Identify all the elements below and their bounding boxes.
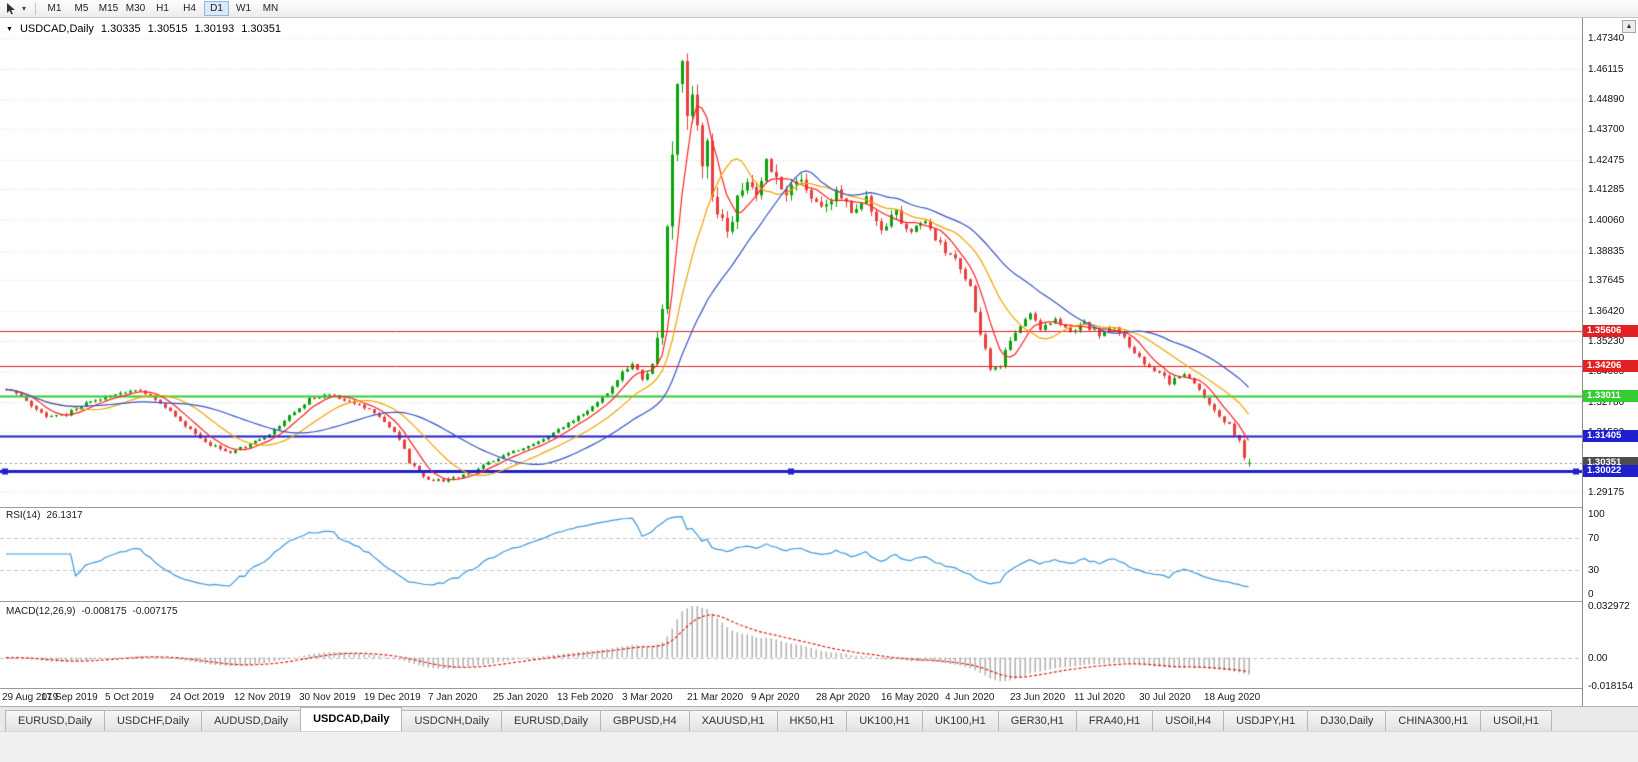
timeframe-button-w1[interactable]: W1 <box>231 1 256 16</box>
chart-tab-usdjpy-h1[interactable]: USDJPY,H1 <box>1223 710 1309 731</box>
scale-tick: 1.44890 <box>1588 94 1625 105</box>
chart-tab-gbpusd-h4[interactable]: GBPUSD,H4 <box>600 710 690 731</box>
scale-tick: 1.35230 <box>1588 336 1625 347</box>
chart-tab-xauusd-h1[interactable]: XAUUSD,H1 <box>688 710 778 731</box>
chart-tab-dj30-daily[interactable]: DJ30,Daily <box>1307 710 1387 731</box>
rsi-label: RSI(14) 26.1317 <box>6 510 83 521</box>
scale-tick: 1.42475 <box>1588 155 1625 166</box>
timeframe-toolbar: ▾ M1 M5 M15 M30 H1 H4 D1 W1 MN <box>0 0 1638 18</box>
dropdown-caret-icon[interactable]: ▾ <box>21 4 26 13</box>
timeframe-button-m30[interactable]: M30 <box>123 1 148 16</box>
price-badge: 1.33011 <box>1583 390 1638 402</box>
ohlc-low: 1.30193 <box>194 23 235 35</box>
ohlc-open: 1.30335 <box>100 23 141 35</box>
price-badge: 1.30022 <box>1583 465 1638 477</box>
timeframe-button-h4[interactable]: H4 <box>177 1 202 16</box>
chart-tab-china300-h1[interactable]: CHINA300,H1 <box>1385 710 1482 731</box>
chart-tab-usdcad-daily[interactable]: USDCAD,Daily <box>300 707 403 731</box>
timeframe-button-mn[interactable]: MN <box>258 1 283 16</box>
chart-tab-usdchf-daily[interactable]: USDCHF,Daily <box>103 710 203 731</box>
rsi-value: 26.1317 <box>46 510 83 521</box>
status-strip <box>0 731 1638 762</box>
price-chart-canvas[interactable] <box>0 18 1582 706</box>
chart-tab-eurusd-daily[interactable]: EURUSD,Daily <box>5 710 105 731</box>
macd-signal-value: -0.007175 <box>132 606 178 617</box>
chart-symbol: USDCAD,Daily <box>19 23 94 35</box>
timeframe-button-d1[interactable]: D1 <box>204 1 229 16</box>
rsi-name: RSI(14) <box>6 510 41 521</box>
chart-tab-eurusd-daily[interactable]: EURUSD,Daily <box>501 710 601 731</box>
scale-tick: 1.41285 <box>1588 184 1625 195</box>
scale-tick: 1.47340 <box>1588 33 1625 44</box>
scale-tick: 1.32780 <box>1588 397 1625 408</box>
scroll-up-button[interactable]: ▲ <box>1622 20 1636 33</box>
chart-tab-hk50-h1[interactable]: HK50,H1 <box>776 710 848 731</box>
chart-tab-uk100-h1[interactable]: UK100,H1 <box>846 710 923 731</box>
scale-tick: 0 <box>1588 589 1594 600</box>
timeframe-button-m5[interactable]: M5 <box>69 1 94 16</box>
scale-tick: 70 <box>1588 533 1600 544</box>
chart-title: ▼ USDCAD,Daily 1.30335 1.30515 1.30193 1… <box>6 23 281 35</box>
scale-tick: 1.43700 <box>1588 124 1625 135</box>
chart-tab-usdcnh-daily[interactable]: USDCNH,Daily <box>401 710 503 731</box>
macd-label: MACD(12,26,9) -0.008175 -0.007175 <box>6 606 178 617</box>
price-badge: 1.35606 <box>1583 325 1638 337</box>
cursor-icon[interactable] <box>4 2 18 16</box>
chart-tab-usoil-h4[interactable]: USOil,H4 <box>1152 710 1225 731</box>
macd-name: MACD(12,26,9) <box>6 606 76 617</box>
scale-tick: 1.40060 <box>1588 215 1625 226</box>
rsi-pane-separator[interactable] <box>0 507 1638 508</box>
scale-tick: 1.36420 <box>1588 306 1625 317</box>
chart-tab-fra40-h1[interactable]: FRA40,H1 <box>1075 710 1154 731</box>
chart-tabbar: EURUSD,Daily USDCHF,Daily AUDUSD,Daily USDC… <box>0 706 1638 731</box>
cursor-arrow-glyph <box>7 2 15 14</box>
scale-tick: 100 <box>1588 509 1605 520</box>
chart-tab-audusd-daily[interactable]: AUDUSD,Daily <box>201 710 302 731</box>
chart-bottom-border <box>0 688 1638 689</box>
macd-pane-separator[interactable] <box>0 601 1638 602</box>
scale-tick: 1.46115 <box>1588 64 1624 75</box>
chart-tab-usoil-h1[interactable]: USOil,H1 <box>1480 710 1552 731</box>
ohlc-close: 1.30351 <box>241 23 281 35</box>
scale-tick: 30 <box>1588 565 1600 576</box>
chart-tab-ger30-h1[interactable]: GER30,H1 <box>997 710 1077 731</box>
ohlc-high: 1.30515 <box>147 23 188 35</box>
timeframe-button-h1[interactable]: H1 <box>150 1 175 16</box>
scale-tick: 1.29175 <box>1588 487 1625 498</box>
chart-marker-icon: ▼ <box>6 25 13 33</box>
chart-area: ▼ USDCAD,Daily 1.30335 1.30515 1.30193 1… <box>0 18 1638 706</box>
timeframe-button-m1[interactable]: M1 <box>42 1 67 16</box>
price-badge: 1.34206 <box>1583 360 1638 372</box>
price-badge: 1.31405 <box>1583 430 1638 442</box>
scale-tick: -0.018154 <box>1588 681 1634 692</box>
macd-value: -0.008175 <box>81 606 127 617</box>
chart-tab-uk100-h1[interactable]: UK100,H1 <box>921 710 999 731</box>
scale-tick: 0.032972 <box>1588 601 1630 612</box>
toolbar-separator <box>35 2 36 15</box>
timeframe-button-m15[interactable]: M15 <box>96 1 121 16</box>
scale-tick: 0.00 <box>1588 653 1608 664</box>
price-scale: ▲ 1.47340 1.46115 1.44890 1.43700 1.42475 1.4… <box>1582 18 1638 706</box>
scale-tick: 1.38835 <box>1588 246 1625 257</box>
timeframe-group: M1 M5 M15 M30 H1 H4 D1 W1 MN <box>42 1 283 16</box>
scale-tick: 1.37645 <box>1588 275 1625 286</box>
